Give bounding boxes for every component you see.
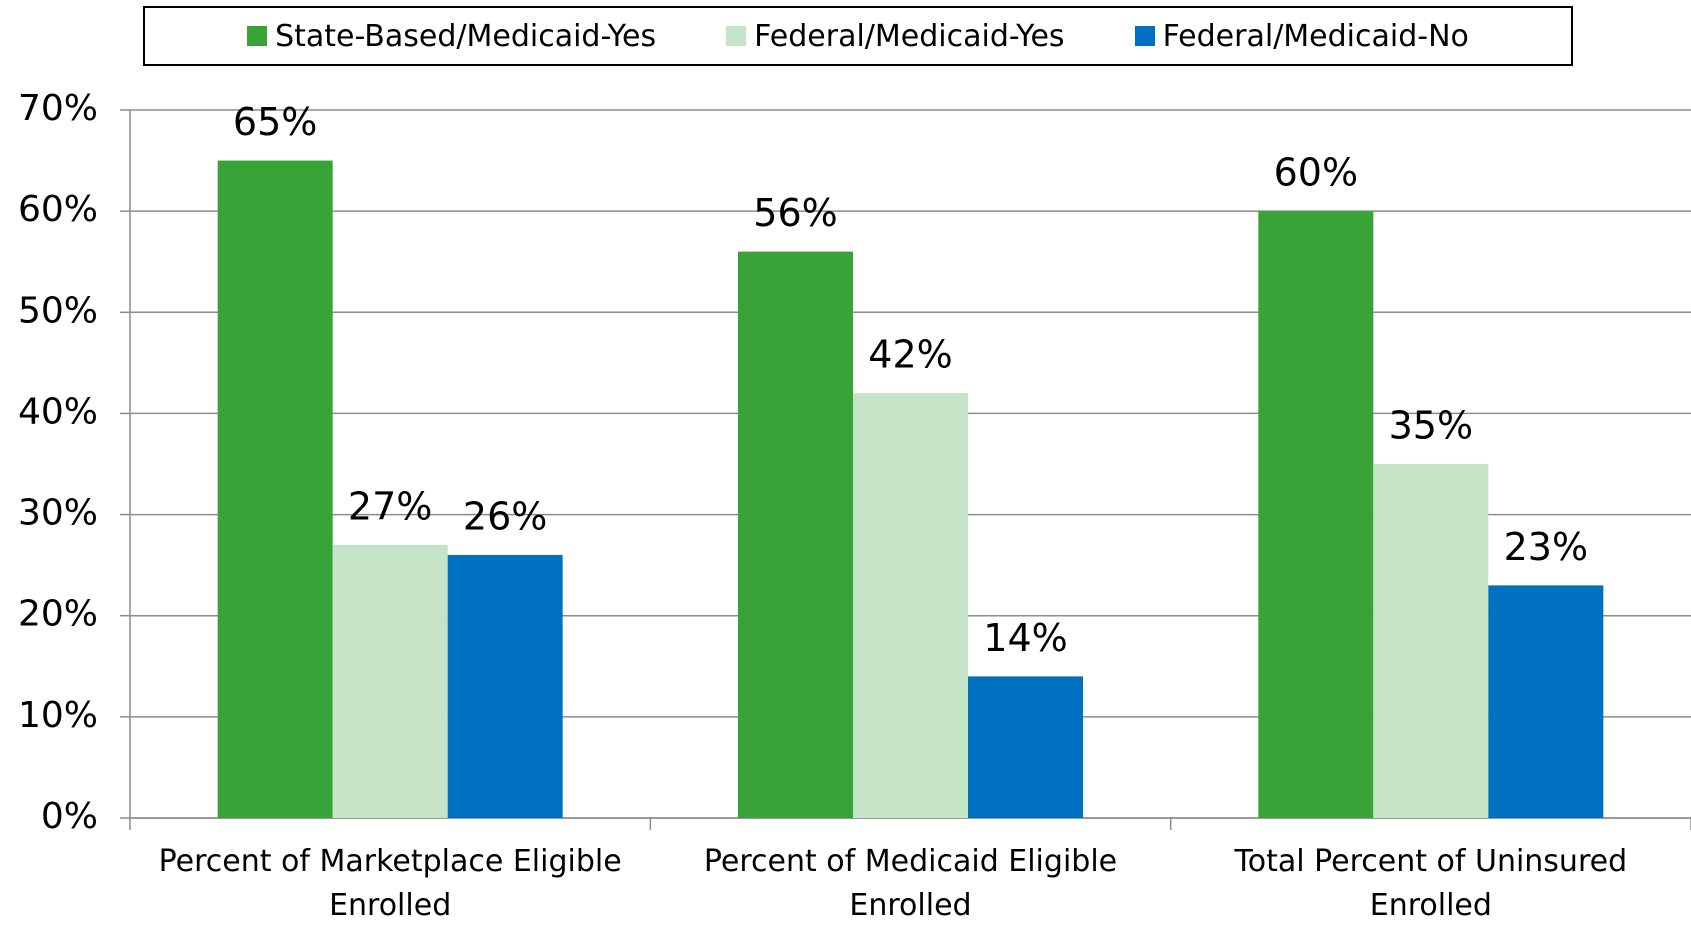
- x-tick-label: Percent of Marketplace Eligible Enrolled: [158, 844, 622, 923]
- legend-label: State-Based/Medicaid-Yes: [275, 18, 657, 54]
- bar: [1488, 585, 1604, 818]
- legend-item: Federal/Medicaid-No: [1134, 18, 1469, 54]
- bar: [447, 555, 563, 818]
- legend-label: Federal/Medicaid-Yes: [754, 18, 1065, 54]
- x-tick-label: Percent of Medicaid Eligible Enrolled: [703, 844, 1118, 923]
- legend-swatch: [1134, 26, 1155, 46]
- y-tick-label: 60%: [18, 189, 98, 230]
- y-tick-label: 30%: [18, 493, 98, 534]
- value-label: 27%: [348, 484, 432, 528]
- y-tick-label: 40%: [18, 391, 98, 432]
- y-tick-label: 50%: [18, 290, 98, 331]
- x-tick-label: Total Percent of Uninsured Enrolled: [1234, 844, 1628, 923]
- value-label: 60%: [1274, 151, 1358, 195]
- value-label: 56%: [753, 191, 837, 235]
- y-tick-label: 20%: [18, 594, 98, 635]
- bar: [738, 251, 853, 819]
- bar: [217, 160, 333, 819]
- bar: [332, 544, 448, 818]
- bar: [853, 393, 968, 818]
- y-tick-label: 0%: [41, 796, 98, 837]
- value-label: 26%: [463, 495, 547, 539]
- legend-swatch: [247, 26, 268, 46]
- legend: State-Based/Medicaid-Yes Federal/Medicaid…: [143, 6, 1573, 66]
- bar: [1258, 211, 1374, 819]
- bar: [968, 676, 1083, 818]
- value-label: 35%: [1389, 404, 1473, 448]
- value-label: 23%: [1504, 525, 1588, 569]
- y-tick-label: 10%: [18, 695, 98, 736]
- legend-item: Federal/Medicaid-Yes: [726, 18, 1065, 54]
- bar: [1373, 464, 1489, 818]
- value-label: 42%: [868, 333, 952, 377]
- legend-swatch: [726, 26, 747, 46]
- value-label: 14%: [983, 616, 1067, 660]
- value-label: 65%: [233, 100, 317, 144]
- legend-label: Federal/Medicaid-No: [1162, 18, 1469, 54]
- y-tick-label: 70%: [18, 88, 98, 129]
- legend-item: State-Based/Medicaid-Yes: [247, 19, 656, 54]
